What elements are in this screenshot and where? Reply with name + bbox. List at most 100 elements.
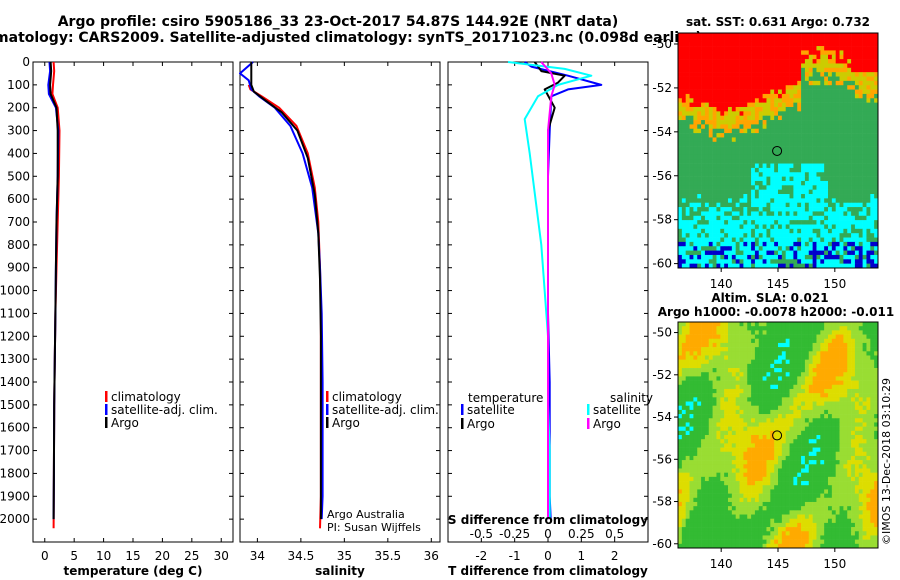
map-cell bbox=[858, 198, 863, 204]
map-cell bbox=[766, 326, 771, 331]
map-cell bbox=[808, 342, 813, 348]
map-cell bbox=[758, 124, 763, 130]
map-cell bbox=[758, 338, 763, 344]
map-cell bbox=[716, 372, 721, 377]
map-cell bbox=[735, 376, 740, 381]
map-cell bbox=[831, 163, 836, 169]
map-cell bbox=[789, 426, 794, 432]
map-cell bbox=[851, 451, 856, 457]
map-cell bbox=[716, 447, 721, 453]
map-cell bbox=[801, 393, 806, 398]
map-cell bbox=[704, 464, 710, 469]
map-cell bbox=[681, 355, 686, 360]
map-cell bbox=[831, 141, 836, 147]
map-cell bbox=[793, 426, 798, 432]
map-cell bbox=[712, 128, 717, 134]
map-cell bbox=[724, 33, 729, 38]
map-cell bbox=[754, 124, 760, 130]
map-cell bbox=[801, 141, 806, 147]
map-cell bbox=[735, 263, 740, 269]
map-cell bbox=[731, 133, 736, 138]
map-cell bbox=[681, 46, 686, 51]
map-cell bbox=[693, 414, 698, 419]
map-cell bbox=[770, 33, 775, 38]
map-cell bbox=[804, 468, 810, 473]
map-cell bbox=[831, 472, 836, 478]
map-cell bbox=[797, 159, 802, 164]
map-cell bbox=[862, 455, 867, 461]
map-cell bbox=[720, 359, 725, 365]
map-cell bbox=[704, 85, 710, 90]
map-cell bbox=[797, 76, 802, 82]
map-cell bbox=[874, 102, 879, 108]
map-cell bbox=[801, 172, 806, 177]
map-cell bbox=[735, 46, 740, 51]
map-cell bbox=[751, 246, 756, 251]
map-cell bbox=[854, 447, 860, 453]
secondary-tick-label: -0.25 bbox=[499, 527, 530, 541]
map-cell bbox=[789, 460, 794, 465]
map-cell bbox=[712, 380, 717, 386]
map-cell bbox=[770, 59, 775, 64]
map-cell bbox=[778, 409, 783, 415]
map-cell bbox=[778, 189, 783, 195]
map-cell bbox=[789, 439, 794, 444]
map-cell bbox=[789, 85, 794, 90]
map-cell bbox=[747, 224, 752, 230]
map-cell bbox=[839, 347, 844, 352]
map-cell bbox=[704, 50, 710, 56]
map-cell bbox=[685, 384, 690, 390]
map-cell bbox=[797, 414, 802, 419]
map-cell bbox=[858, 393, 863, 398]
map-cell bbox=[724, 393, 729, 398]
map-cell bbox=[770, 102, 775, 108]
map-cell bbox=[778, 376, 783, 381]
map-cell bbox=[843, 163, 848, 169]
map-cell bbox=[693, 211, 698, 217]
map-cell bbox=[824, 435, 829, 440]
map-cell bbox=[804, 111, 810, 116]
map-cell bbox=[689, 254, 694, 260]
map-cell bbox=[701, 405, 706, 411]
map-cell bbox=[697, 380, 702, 386]
map-cell bbox=[708, 128, 713, 134]
map-cell bbox=[858, 133, 863, 138]
map-cell bbox=[766, 351, 771, 356]
map-cell bbox=[801, 409, 806, 415]
map-cell bbox=[824, 59, 829, 64]
map-cell bbox=[828, 228, 833, 234]
map-cell bbox=[820, 224, 825, 230]
map-cell bbox=[754, 211, 760, 217]
map-cell bbox=[828, 472, 833, 478]
map-cell bbox=[685, 224, 690, 230]
map-cell bbox=[754, 46, 760, 51]
map-cell bbox=[747, 342, 752, 348]
map-cell bbox=[731, 167, 736, 173]
map-cell bbox=[866, 380, 871, 386]
map-cell bbox=[708, 189, 713, 195]
map-cell bbox=[701, 54, 706, 60]
map-cell bbox=[693, 124, 698, 130]
map-cell bbox=[854, 102, 860, 108]
map-cell bbox=[816, 102, 821, 108]
map-cell bbox=[739, 472, 744, 478]
map-cell bbox=[808, 176, 813, 182]
map-cell bbox=[770, 342, 775, 348]
map-cell bbox=[854, 455, 860, 461]
map-cell bbox=[874, 435, 879, 440]
map-cell bbox=[754, 80, 760, 86]
map-cell bbox=[804, 250, 810, 256]
map-cell bbox=[678, 224, 683, 230]
map-cell bbox=[847, 405, 852, 411]
map-cell bbox=[766, 246, 771, 251]
map-cell bbox=[808, 334, 813, 340]
map-cell bbox=[681, 359, 686, 365]
map-cell bbox=[820, 150, 825, 156]
map-cell bbox=[747, 76, 752, 82]
map-cell bbox=[747, 124, 752, 130]
map-cell bbox=[685, 198, 690, 204]
map-cell bbox=[816, 380, 821, 386]
map-cell bbox=[781, 150, 786, 156]
map-cell bbox=[678, 326, 683, 331]
map-cell bbox=[685, 137, 690, 143]
